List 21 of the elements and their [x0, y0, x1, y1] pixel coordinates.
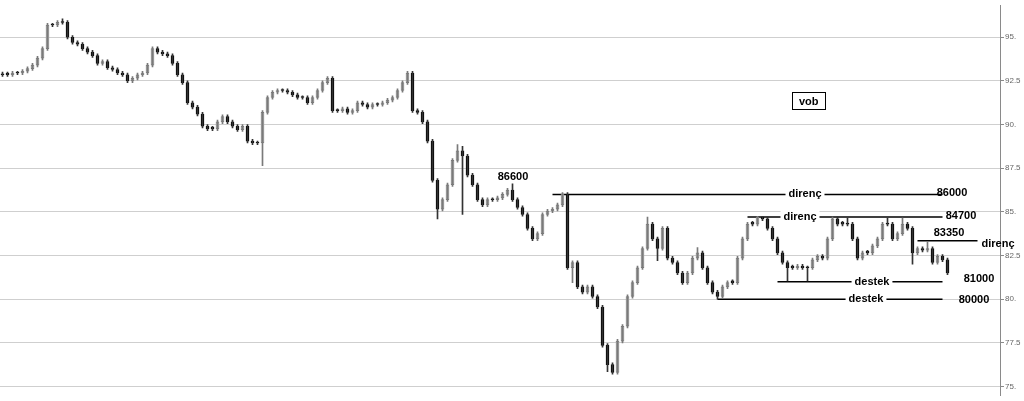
annotation: 86600 — [497, 170, 529, 183]
annotation: 86000 — [936, 186, 968, 199]
series-label: destek — [854, 274, 891, 287]
y-tick-label: 80. — [1005, 294, 1017, 304]
y-tick-label: 85. — [1005, 207, 1017, 217]
y-tick-label: 82.5 — [1005, 250, 1022, 260]
series-label: direnç — [788, 187, 822, 200]
series-label: direnç — [783, 210, 817, 223]
y-tick-label: 90. — [1005, 119, 1017, 129]
annotation: 80000 — [958, 293, 990, 306]
y-tick-label: 95. — [1005, 32, 1017, 42]
series-label: destek — [848, 292, 885, 305]
annotation: 83350 — [933, 226, 965, 239]
annotation: vob — [792, 92, 826, 110]
annotation: 84700 — [945, 209, 977, 222]
annotation: 81000 — [963, 272, 995, 285]
y-tick-label: 87.5 — [1005, 163, 1022, 173]
y-tick-label: 92.5 — [1005, 76, 1022, 86]
series-label: direnç — [981, 236, 1015, 249]
y-tick-label: 75. — [1005, 381, 1017, 391]
y-tick-label: 77.5 — [1005, 338, 1022, 348]
